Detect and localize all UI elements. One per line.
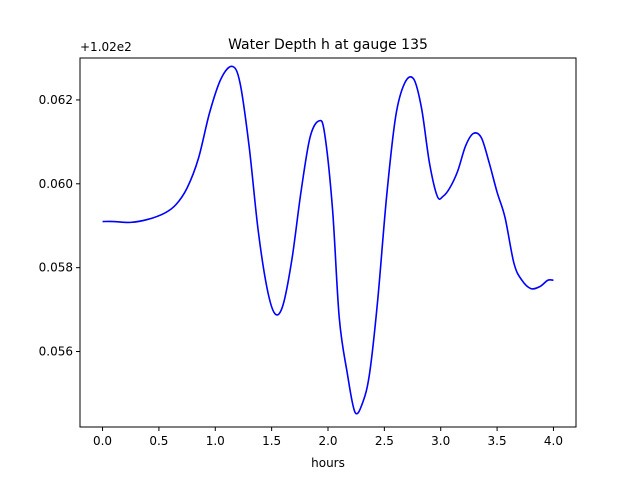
y-axis: 0.056 0.058 0.060 0.062 [39, 93, 80, 359]
plot-frame [79, 57, 577, 428]
x-tick-label: 3.0 [431, 434, 450, 448]
series-layer [102, 65, 554, 415]
y-tick-label: 0.058 [39, 261, 73, 275]
chart-title: Water Depth h at gauge 135 [228, 37, 428, 53]
series-line [102, 65, 554, 415]
x-tick-label: 4.0 [544, 434, 563, 448]
x-tick-label: 1.5 [262, 434, 281, 448]
y-tick-label: 0.060 [39, 177, 73, 191]
y-offset-label: +1.02e2 [80, 40, 132, 54]
x-axis: 0.0 0.5 1.0 1.5 2.0 2.5 3.0 3.5 4.0 [93, 427, 563, 448]
y-tick-label: 0.062 [39, 93, 73, 107]
x-tick-label: 0.5 [149, 434, 168, 448]
y-tick-label: 0.056 [39, 345, 73, 359]
x-tick-label: 2.5 [375, 434, 394, 448]
x-axis-label: hours [311, 456, 345, 470]
x-tick-label: 0.0 [93, 434, 112, 448]
x-tick-label: 2.0 [318, 434, 337, 448]
x-tick-label: 3.5 [488, 434, 507, 448]
x-tick-label: 1.0 [206, 434, 225, 448]
